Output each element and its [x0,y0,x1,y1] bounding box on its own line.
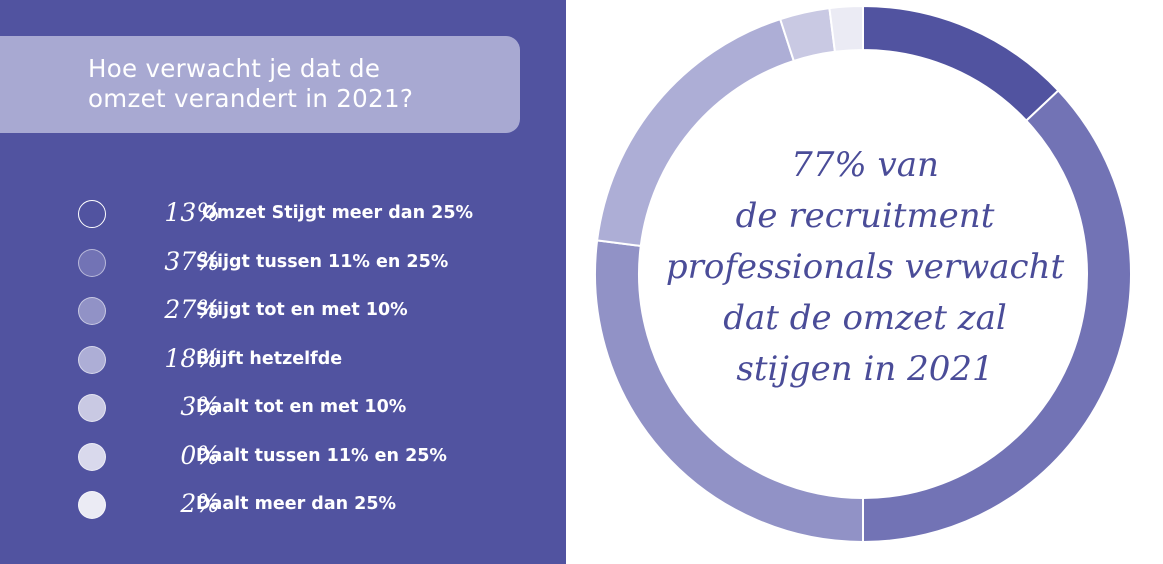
legend-swatch [78,491,106,519]
legend-label: Daalt tussen 11% en 25% [196,445,447,466]
legend-percentage: 27% [164,295,220,324]
center-line-5: stijgen in 2021 [736,349,994,389]
legend-label: Stijgt tussen 11% en 25% [196,251,449,272]
legend-item: 37% Stijgt tussen 11% en 25% [78,246,548,281]
donut-slice [828,4,864,53]
donut-center-text: 77% van de recruitment professionals ver… [650,140,1080,395]
center-line-1: 77% van [791,145,939,185]
legend-swatch [78,297,106,325]
legend-percentage: 0% [180,440,220,470]
center-line-4: dat de omzet zal [723,298,1007,338]
legend-swatch [78,442,106,471]
legend-swatch [78,248,106,277]
title-line-1: Hoe verwacht je dat de [88,54,381,83]
legend-item: 27% Stijgt tot en met 10% [78,295,548,329]
legend-item: 18% Blijft hetzelfde [78,343,548,378]
left-panel: Hoe verwacht je dat de omzet verandert i… [0,0,566,564]
legend-label: Blijft hetzelfde [196,348,343,369]
legend-percentage: 37% [164,246,220,276]
chart-title: Hoe verwacht je dat de omzet verandert i… [88,54,508,114]
legend-percentage: 18% [164,343,220,373]
donut-slice [862,4,1060,123]
legend-swatch [78,394,106,422]
center-line-3: professionals verwacht [665,247,1065,287]
legend-swatch [78,200,106,228]
legend-percentage: 2% [180,489,220,518]
legend-item: 3% Daalt tot en met 10% [78,392,548,426]
legend-percentage: 13% [164,198,220,227]
center-line-2: de recruitment [735,196,995,236]
title-line-2: omzet verandert in 2021? [88,84,414,113]
legend-label: Daalt tot en met 10% [196,397,407,417]
legend-item: 0% Daalt tussen 11% en 25% [78,440,548,475]
title-box: Hoe verwacht je dat de omzet verandert i… [0,36,520,133]
legend-swatch [78,345,106,374]
legend-label: Stijgt tot en met 10% [196,300,408,320]
legend-label: Omzet Stijgt meer dan 25% [202,203,474,223]
legend-item: 2% Daalt meer dan 25% [78,489,548,523]
legend-label: Daalt meer dan 25% [196,494,397,514]
legend-item: 13% Omzet Stijgt meer dan 25% [78,198,548,232]
legend-percentage: 3% [180,392,220,421]
